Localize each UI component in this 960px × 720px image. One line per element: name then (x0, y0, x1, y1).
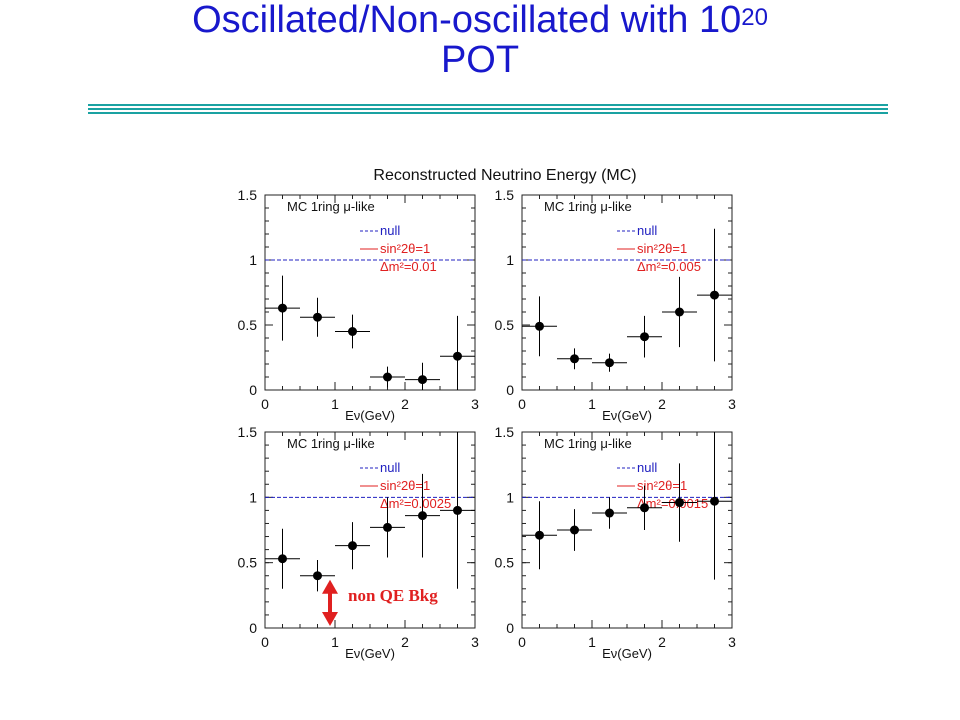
data-point (710, 290, 719, 300)
y-tick-label: 1 (249, 252, 257, 268)
x-tick-label: 3 (728, 396, 736, 412)
x-tick-label: 3 (471, 634, 479, 650)
y-tick-label: 0.5 (238, 555, 258, 571)
legend-dm2-label: Δm²=0.0015 (637, 496, 708, 511)
data-point (278, 303, 287, 313)
legend-null-label: null (380, 460, 400, 475)
legend-null-label: null (637, 460, 657, 475)
y-tick-label: 0.5 (495, 317, 515, 333)
y-tick-label: 1 (249, 489, 257, 505)
y-tick-label: 0 (506, 620, 514, 636)
data-point (605, 358, 614, 368)
plot-frame (521, 194, 733, 391)
data-point (453, 351, 462, 361)
annotation-arrow-head-up (322, 579, 338, 594)
y-tick-label: 0 (506, 382, 514, 398)
x-tick-label: 2 (401, 396, 409, 412)
x-tick-label: 0 (518, 396, 526, 412)
slide-title-exponent: 20 (741, 4, 768, 31)
panel-label: MC 1ring μ-like (544, 436, 632, 451)
data-point (535, 530, 544, 540)
data-point (418, 511, 427, 521)
data-point (348, 327, 357, 336)
legend-sin2-label: sin²2θ=1 (637, 241, 687, 256)
data-point (278, 554, 287, 564)
x-tick-label: 3 (471, 396, 479, 412)
legend-null-label: null (380, 223, 400, 238)
y-tick-label: 0.5 (238, 317, 258, 333)
data-point (383, 522, 392, 532)
x-tick-label: 3 (728, 634, 736, 650)
title-underline (88, 104, 888, 118)
x-tick-label: 0 (261, 396, 269, 412)
slide-title-line2: POT (440, 39, 520, 81)
slide-title: Oscillated/Non-oscillated with 1020 POT (0, 0, 960, 80)
plot-frame (264, 194, 476, 391)
underline-stripe (88, 108, 888, 110)
x-axis-label: Eν(GeV) (345, 646, 395, 661)
underline-stripe (88, 104, 888, 106)
legend-sin2-label: sin²2θ=1 (380, 478, 430, 493)
y-tick-label: 1 (506, 252, 514, 268)
legend-dm2-label: Δm²=0.01 (380, 259, 437, 274)
y-tick-label: 1.5 (495, 187, 515, 203)
data-point (570, 354, 579, 364)
x-tick-label: 1 (331, 396, 339, 412)
slide-title-main: Oscillated/Non-oscillated with 10 (192, 0, 742, 41)
x-tick-label: 2 (658, 634, 666, 650)
panel-label: MC 1ring μ-like (544, 199, 632, 214)
plot-frame (521, 431, 733, 629)
panel-label: MC 1ring μ-like (287, 199, 375, 214)
x-axis-label: Eν(GeV) (602, 646, 652, 661)
data-point (640, 503, 649, 513)
annotation-label: non QE Bkg (348, 586, 438, 605)
chart-panel-2: 0 0.5 1 1.5 0 1 2 3 Eν(GeV) MC 1ring μ-like null si… (495, 187, 737, 423)
data-point (418, 375, 427, 385)
x-axis-label: Eν(GeV) (345, 408, 395, 423)
annotation-arrow-head-down (322, 612, 338, 626)
x-tick-label: 1 (331, 634, 339, 650)
chart-title: Reconstructed Neutrino Energy (MC) (373, 167, 636, 184)
x-tick-label: 0 (261, 634, 269, 650)
data-point (383, 372, 392, 382)
y-tick-label: 0 (249, 382, 257, 398)
data-point (313, 312, 322, 322)
x-tick-label: 0 (518, 634, 526, 650)
chart-panel-1: 0 0.5 1 1.5 0 1 2 3 Eν(GeV) MC 1ring μ-like null si… (238, 187, 480, 423)
data-point (535, 321, 544, 331)
legend-null-label: null (637, 223, 657, 238)
data-point (710, 496, 719, 506)
underline-stripe (88, 112, 888, 114)
data-point (313, 571, 322, 581)
y-tick-label: 0 (249, 620, 257, 636)
legend-dm2-label: Δm²=0.0025 (380, 496, 451, 511)
x-tick-label: 2 (658, 396, 666, 412)
x-axis-label: Eν(GeV) (602, 408, 652, 423)
y-tick-label: 0.5 (495, 555, 515, 571)
data-point (605, 508, 614, 518)
x-tick-label: 1 (588, 396, 596, 412)
x-tick-label: 2 (401, 634, 409, 650)
data-point (675, 498, 684, 508)
y-tick-label: 1.5 (238, 424, 258, 440)
data-point (348, 541, 357, 551)
chart-panel-4: 0 0.5 1 1.5 0 1 2 3 Eν(GeV) MC 1ring μ-like null si… (495, 424, 737, 661)
y-tick-label: 1.5 (495, 424, 515, 440)
chart-panel-3: 0 0.5 1 1.5 0 1 2 3 Eν(GeV) MC 1ring μ-like null si… (238, 424, 480, 661)
data-point (640, 332, 649, 342)
legend-sin2-label: sin²2θ=1 (637, 478, 687, 493)
x-tick-label: 1 (588, 634, 596, 650)
data-point (675, 307, 684, 317)
panel-label: MC 1ring μ-like (287, 436, 375, 451)
data-point (570, 525, 579, 535)
legend-dm2-label: Δm²=0.005 (637, 259, 701, 274)
y-tick-label: 1.5 (238, 187, 258, 203)
y-tick-label: 1 (506, 489, 514, 505)
non-qe-annotation: non QE Bkg (322, 579, 438, 626)
legend-sin2-label: sin²2θ=1 (380, 241, 430, 256)
data-point (453, 505, 462, 515)
